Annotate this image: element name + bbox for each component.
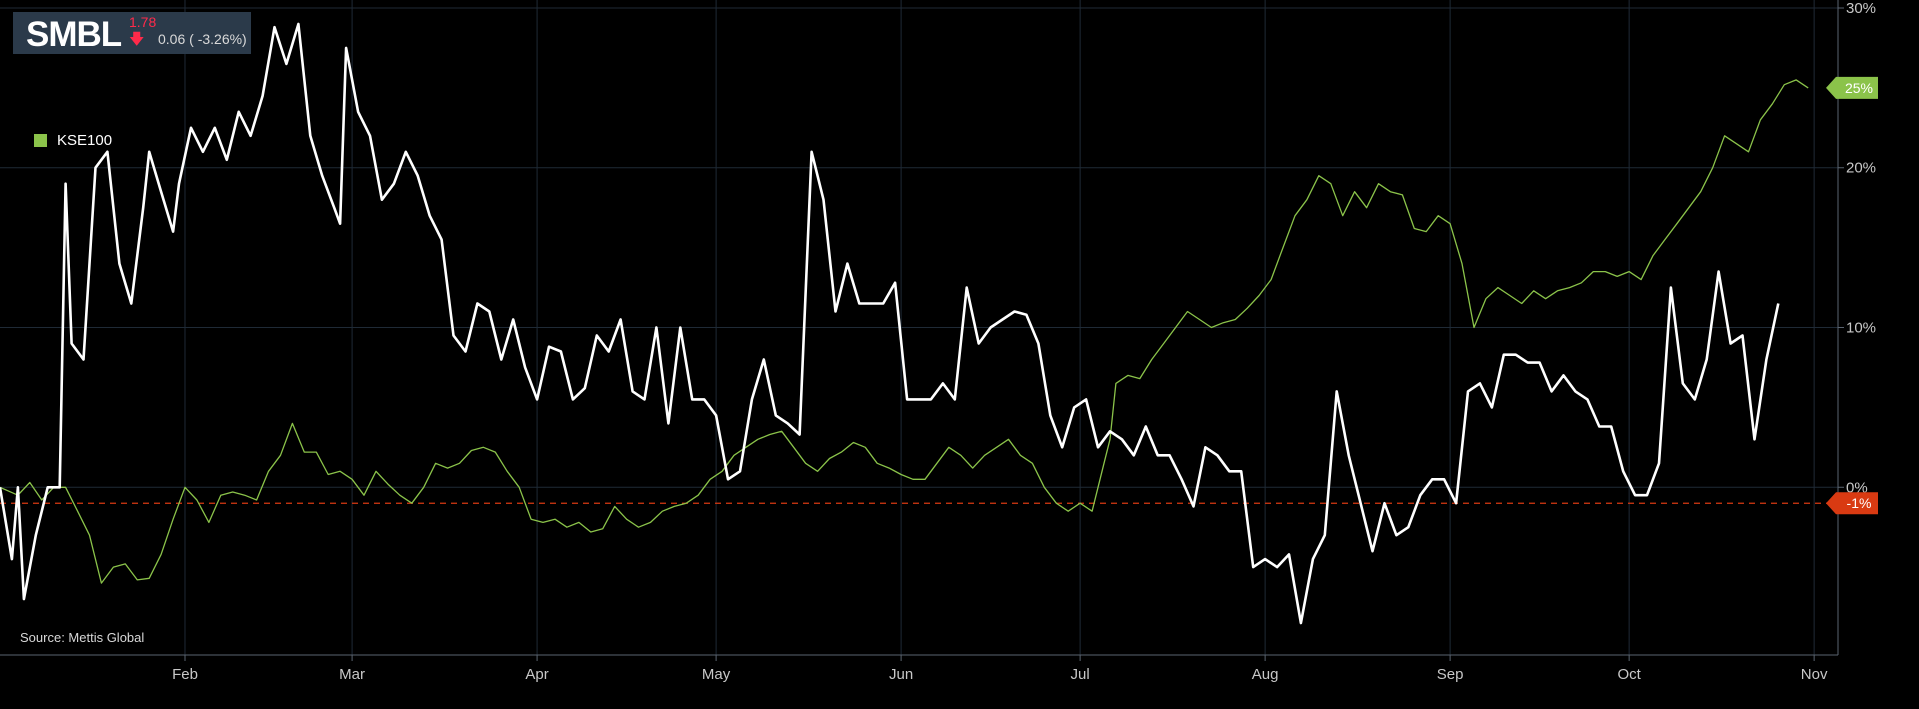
x-tick-label: Sep xyxy=(1437,666,1464,683)
grid xyxy=(0,0,1838,655)
value-tag-smbl xyxy=(1826,492,1878,515)
x-tick-label: Oct xyxy=(1617,666,1641,683)
value-tag-label: 25% xyxy=(1845,80,1873,96)
x-tick-label: Mar xyxy=(339,666,365,683)
ticker-header: SMBL 1.78 🡇 0.06 ( -3.26%) xyxy=(13,12,251,54)
ticker-symbol: SMBL xyxy=(26,15,122,54)
y-tick-label: 30% xyxy=(1846,0,1876,17)
ticker-change: 0.06 ( -3.26%) xyxy=(158,31,247,47)
y-tick-label: 0% xyxy=(1846,479,1868,496)
y-tick-label: 10% xyxy=(1846,320,1876,337)
last-value-tags: 25% -1% xyxy=(1826,76,1878,515)
x-tick-label: Apr xyxy=(525,666,548,683)
series-line-kse100 xyxy=(0,79,1809,584)
x-tick-label: Jun xyxy=(889,666,913,683)
x-tick-label: Feb xyxy=(172,666,198,683)
legend-label-kse100: KSE100 xyxy=(57,132,113,149)
legend[interactable]: KSE100 xyxy=(34,132,112,149)
series-lines xyxy=(0,22,1838,625)
x-tick-label: May xyxy=(702,666,731,683)
down-arrow-icon: 🡇 xyxy=(129,31,145,48)
axes: 30% 20% 10% 0% Feb Mar Apr May Jun Jul Aug Sep Oct No… xyxy=(0,0,1876,683)
y-tick-label: 20% xyxy=(1846,160,1876,177)
legend-swatch-kse100 xyxy=(34,134,47,147)
x-tick-label: Nov xyxy=(1801,666,1828,683)
value-tag-label: -1% xyxy=(1847,495,1872,511)
ticker-price: 1.78 xyxy=(129,14,157,30)
value-tag-kse100 xyxy=(1826,76,1878,99)
series-line-smbl xyxy=(0,22,1780,625)
x-tick-label: Aug xyxy=(1252,666,1279,683)
source-note: Source: Mettis Global xyxy=(20,630,145,645)
x-tick-label: Jul xyxy=(1071,666,1090,683)
